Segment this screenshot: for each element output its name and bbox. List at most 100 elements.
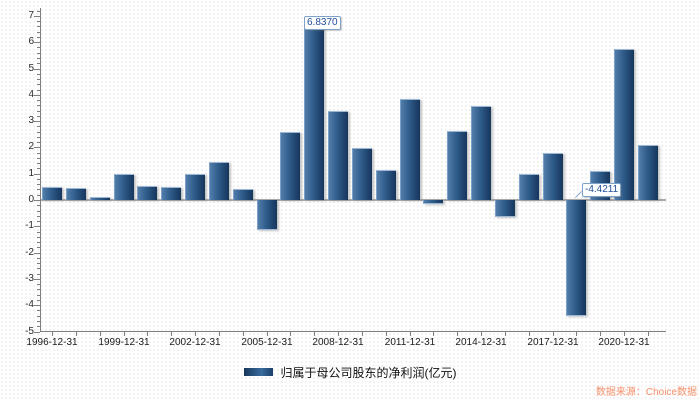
x-axis-line [40, 331, 666, 332]
y-axis-minor-tick [37, 158, 40, 159]
bar-2014-12-31[interactable] [471, 106, 491, 200]
bar-2002-12-31[interactable] [185, 174, 205, 200]
bar-1999-12-31[interactable] [114, 174, 134, 200]
y-axis-minor-tick [37, 74, 40, 75]
bar-2003-12-31[interactable] [209, 162, 229, 200]
y-axis-tick [34, 42, 40, 43]
bar-2021-12-31[interactable] [638, 145, 658, 200]
x-axis-tick [52, 332, 53, 336]
y-axis-minor-tick [37, 90, 40, 91]
bar-2020-12-31[interactable] [614, 49, 634, 200]
y-axis-minor-tick [37, 21, 40, 22]
y-axis-tick-label: 5 [28, 63, 34, 74]
y-axis-minor-tick [37, 184, 40, 185]
y-axis-minor-tick [37, 232, 40, 233]
y-axis-tick [34, 147, 40, 148]
y-axis-tick [34, 200, 40, 201]
y-axis-minor-tick [37, 289, 40, 290]
y-axis-minor-tick [37, 32, 40, 33]
bar-2013-12-31[interactable] [447, 131, 467, 200]
x-axis-tick-label: 2008-12-31 [312, 337, 364, 348]
bar-2012-12-31[interactable] [423, 200, 443, 204]
x-axis-tick [314, 332, 315, 336]
zero-axis-line [41, 199, 666, 201]
bar-2009-12-31[interactable] [352, 148, 372, 200]
bar-2000-12-31[interactable] [137, 186, 157, 200]
bar-2001-12-31[interactable] [161, 187, 181, 200]
y-axis-minor-tick [37, 37, 40, 38]
y-axis-minor-tick [37, 153, 40, 154]
bar-2007-12-31[interactable] [304, 20, 324, 200]
bar-2011-12-31[interactable] [400, 99, 420, 200]
y-axis-minor-tick [37, 216, 40, 217]
y-axis-minor-tick [37, 189, 40, 190]
y-axis-tick-label: -5 [25, 326, 34, 337]
y-axis-minor-tick [37, 300, 40, 301]
x-axis-tick [553, 332, 554, 336]
y-axis-minor-tick [37, 53, 40, 54]
y-axis-tick [34, 226, 40, 227]
x-axis-tick [338, 332, 339, 336]
bar-2017-12-31[interactable] [543, 153, 563, 200]
y-axis-tick-label: -1 [25, 220, 34, 231]
y-axis-tick [34, 253, 40, 254]
y-axis-minor-tick [37, 221, 40, 222]
y-axis-tick [34, 16, 40, 17]
y-axis-minor-tick [37, 195, 40, 196]
legend-label: 归属于母公司股东的净利润(亿元) [280, 365, 457, 380]
x-axis-tick [219, 332, 220, 336]
bar-2004-12-31[interactable] [233, 189, 253, 200]
y-axis-minor-tick [37, 132, 40, 133]
y-axis-tick-label: -2 [25, 247, 34, 258]
y-axis-minor-tick [37, 179, 40, 180]
y-axis-minor-tick [37, 316, 40, 317]
bar-2008-12-31[interactable] [328, 111, 348, 200]
y-axis-minor-tick [37, 26, 40, 27]
bar-2016-12-31[interactable] [519, 174, 539, 200]
y-axis-minor-tick [37, 268, 40, 269]
y-axis-tick-label: 0 [28, 194, 34, 205]
bar-1997-12-31[interactable] [66, 188, 86, 200]
bar-1996-12-31[interactable] [42, 187, 62, 200]
y-axis-minor-tick [37, 237, 40, 238]
annotation-leader-line [574, 190, 583, 199]
x-axis-tick [100, 332, 101, 336]
y-axis-minor-tick [37, 100, 40, 101]
x-axis-tick-label: 1999-12-31 [98, 337, 150, 348]
bar-1998-12-31[interactable] [90, 197, 110, 200]
x-axis-tick-label: 2002-12-31 [169, 337, 221, 348]
x-axis-tick [600, 332, 601, 336]
x-axis-tick-label: 2014-12-31 [455, 337, 507, 348]
y-axis-tick [34, 305, 40, 306]
y-axis-minor-tick [37, 321, 40, 322]
x-axis-tick [243, 332, 244, 336]
x-axis-tick [386, 332, 387, 336]
bar-2018-12-31[interactable] [566, 200, 586, 316]
x-axis-tick [195, 332, 196, 336]
y-axis-minor-tick [37, 274, 40, 275]
bar-2006-12-31[interactable] [280, 132, 300, 200]
x-axis-tick [362, 332, 363, 336]
y-axis-minor-tick [37, 326, 40, 327]
x-axis-tick [290, 332, 291, 336]
y-axis-tick-label: 3 [28, 115, 34, 126]
y-axis-minor-tick [37, 258, 40, 259]
y-axis-minor-tick [37, 137, 40, 138]
y-axis-tick [34, 174, 40, 175]
bar-2005-12-31[interactable] [257, 200, 277, 230]
y-axis-tick [34, 69, 40, 70]
x-axis-tick [648, 332, 649, 336]
y-axis-minor-tick [37, 310, 40, 311]
y-axis-minor-tick [37, 163, 40, 164]
y-axis-tick-label: -3 [25, 273, 34, 284]
bar-2010-12-31[interactable] [376, 170, 396, 200]
x-axis-tick-label: 2011-12-31 [384, 337, 436, 348]
bar-2015-12-31[interactable] [495, 200, 515, 217]
y-axis-minor-tick [37, 11, 40, 12]
y-axis-minor-tick [37, 63, 40, 64]
legend-swatch [243, 368, 273, 376]
legend[interactable]: 归属于母公司股东的净利润(亿元) [0, 364, 700, 380]
y-axis-minor-tick [37, 116, 40, 117]
y-axis-tick [34, 279, 40, 280]
